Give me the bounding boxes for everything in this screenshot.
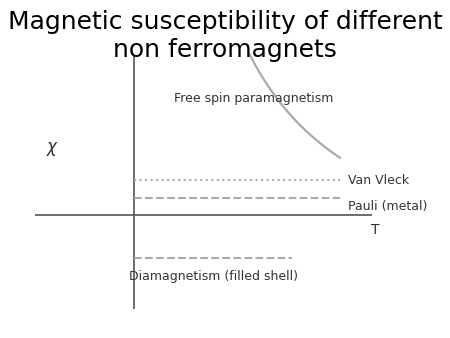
Text: χ: χ <box>47 138 57 156</box>
Text: Diamagnetism (filled shell): Diamagnetism (filled shell) <box>129 270 298 283</box>
Text: Pauli (metal): Pauli (metal) <box>348 200 428 213</box>
Text: Magnetic susceptibility of different
non ferromagnets: Magnetic susceptibility of different non… <box>8 10 442 62</box>
Text: Van Vleck: Van Vleck <box>348 173 409 187</box>
Text: Free spin paramagnetism: Free spin paramagnetism <box>174 92 333 105</box>
Text: T: T <box>372 223 380 237</box>
